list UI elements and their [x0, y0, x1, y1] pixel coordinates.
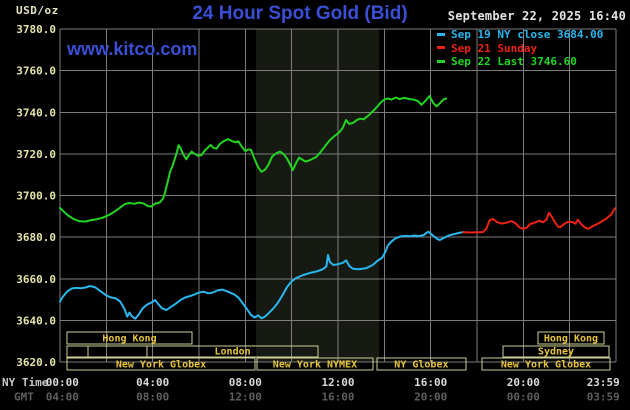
legend-item-prev-close: Sep 19 NY close 3684.00: [437, 28, 603, 42]
y-axis-tick-label: 3640.0: [16, 314, 56, 327]
gmt-tick-label: 16:00: [321, 391, 354, 404]
legend-item-today: Sep 22 Last 3746.60: [437, 55, 603, 69]
session-box: [502, 345, 610, 358]
price-line-sep19-ny-close: [59, 230, 465, 320]
legend-dash-icon: [437, 32, 445, 36]
chart-datetime: September 22, 2025 16:40: [447, 9, 626, 23]
session-label: Hong Kong: [102, 334, 156, 345]
ny-time-axis-label: NY Time: [2, 376, 49, 389]
kitco-watermark-link[interactable]: www.kitco.com: [67, 39, 198, 59]
legend: Sep 19 NY close 3684.00 Sep 21 Sunday Se…: [437, 28, 603, 69]
ny-time-tick-label: 04:00: [136, 376, 169, 389]
y-axis-tick-label: 3780.0: [16, 23, 56, 36]
legend-item-label: Sep 21 Sunday: [451, 41, 538, 55]
y-axis-tick-label: 3620.0: [16, 356, 56, 369]
session-label: Hong Kong: [544, 334, 598, 345]
session-label: New York NYMEX: [273, 360, 357, 371]
legend-item-label: Sep 22 Last 3746.60: [451, 55, 577, 69]
session-box: [66, 345, 89, 358]
ny-time-tick-label: 00:00: [46, 376, 79, 389]
gmt-axis-label: GMT: [14, 391, 34, 404]
ny-time-tick-label: 08:00: [229, 376, 262, 389]
session-label: London: [215, 347, 251, 358]
session-label: New York Globex: [501, 360, 591, 371]
price-line-sep22-today: [59, 95, 448, 223]
gmt-tick-label: 12:00: [229, 391, 262, 404]
gmt-tick-label: 03:59: [587, 391, 620, 404]
y-axis-tick-label: 3740.0: [16, 106, 56, 119]
y-axis-tick-label: 3700.0: [16, 190, 56, 203]
session-box: [66, 331, 193, 345]
y-axis-tick-label: 3660.0: [16, 273, 56, 286]
session-box: [87, 345, 148, 358]
session-label: New York Globex: [116, 360, 206, 371]
legend-dash-icon: [437, 46, 445, 50]
session-box: [376, 357, 467, 371]
session-box: [66, 357, 256, 371]
y-axis-tick-label: 3760.0: [16, 65, 56, 78]
legend-item-sunday: Sep 21 Sunday: [437, 42, 603, 56]
gmt-tick-label: 20:00: [414, 391, 447, 404]
ny-time-tick-label: 20:00: [507, 376, 540, 389]
session-box: [481, 357, 611, 371]
gmt-tick-label: 00:00: [507, 391, 540, 404]
gmt-tick-label: 04:00: [46, 391, 79, 404]
y-axis-tick-label: 3680.0: [16, 231, 56, 244]
session-label: NY Globex: [394, 360, 448, 371]
legend-dash-icon: [437, 59, 445, 63]
price-line-sep21-sunday: [462, 207, 616, 234]
units-label: USD/oz: [16, 4, 59, 17]
gmt-tick-label: 08:00: [136, 391, 169, 404]
ny-time-tick-label: 16:00: [414, 376, 447, 389]
ny-time-tick-label: 23:59: [587, 376, 620, 389]
session-box: [256, 357, 374, 371]
session-label: Sydney: [538, 347, 574, 358]
page-title: 24 Hour Spot Gold (Bid): [192, 3, 408, 24]
session-box: [537, 331, 605, 345]
ny-time-tick-label: 12:00: [321, 376, 354, 389]
y-axis-tick-label: 3720.0: [16, 148, 56, 161]
legend-item-label: Sep 19 NY close 3684.00: [451, 28, 604, 41]
session-box: [146, 345, 319, 358]
